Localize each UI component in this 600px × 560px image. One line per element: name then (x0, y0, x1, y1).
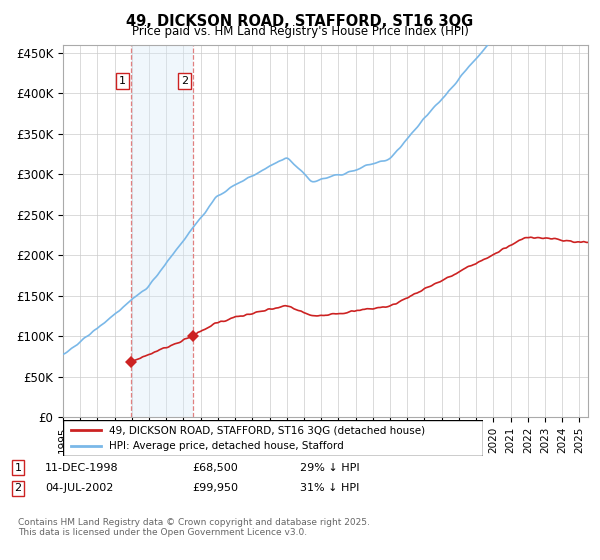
Text: 1: 1 (119, 76, 126, 86)
Text: 29% ↓ HPI: 29% ↓ HPI (300, 463, 359, 473)
Text: HPI: Average price, detached house, Stafford: HPI: Average price, detached house, Staf… (109, 441, 344, 451)
Text: 04-JUL-2002: 04-JUL-2002 (45, 483, 113, 493)
Text: 11-DEC-1998: 11-DEC-1998 (45, 463, 119, 473)
Bar (131, 45, 193, 417)
Text: 1: 1 (14, 463, 22, 473)
Text: 2: 2 (181, 76, 188, 86)
FancyBboxPatch shape (63, 420, 483, 456)
Text: 49, DICKSON ROAD, STAFFORD, ST16 3QG: 49, DICKSON ROAD, STAFFORD, ST16 3QG (127, 14, 473, 29)
Text: £99,950: £99,950 (192, 483, 238, 493)
Text: Contains HM Land Registry data © Crown copyright and database right 2025.
This d: Contains HM Land Registry data © Crown c… (18, 518, 370, 538)
Text: £68,500: £68,500 (192, 463, 238, 473)
Text: 49, DICKSON ROAD, STAFFORD, ST16 3QG (detached house): 49, DICKSON ROAD, STAFFORD, ST16 3QG (de… (109, 425, 425, 435)
Text: Price paid vs. HM Land Registry's House Price Index (HPI): Price paid vs. HM Land Registry's House … (131, 25, 469, 38)
Text: 31% ↓ HPI: 31% ↓ HPI (300, 483, 359, 493)
Text: 2: 2 (14, 483, 22, 493)
